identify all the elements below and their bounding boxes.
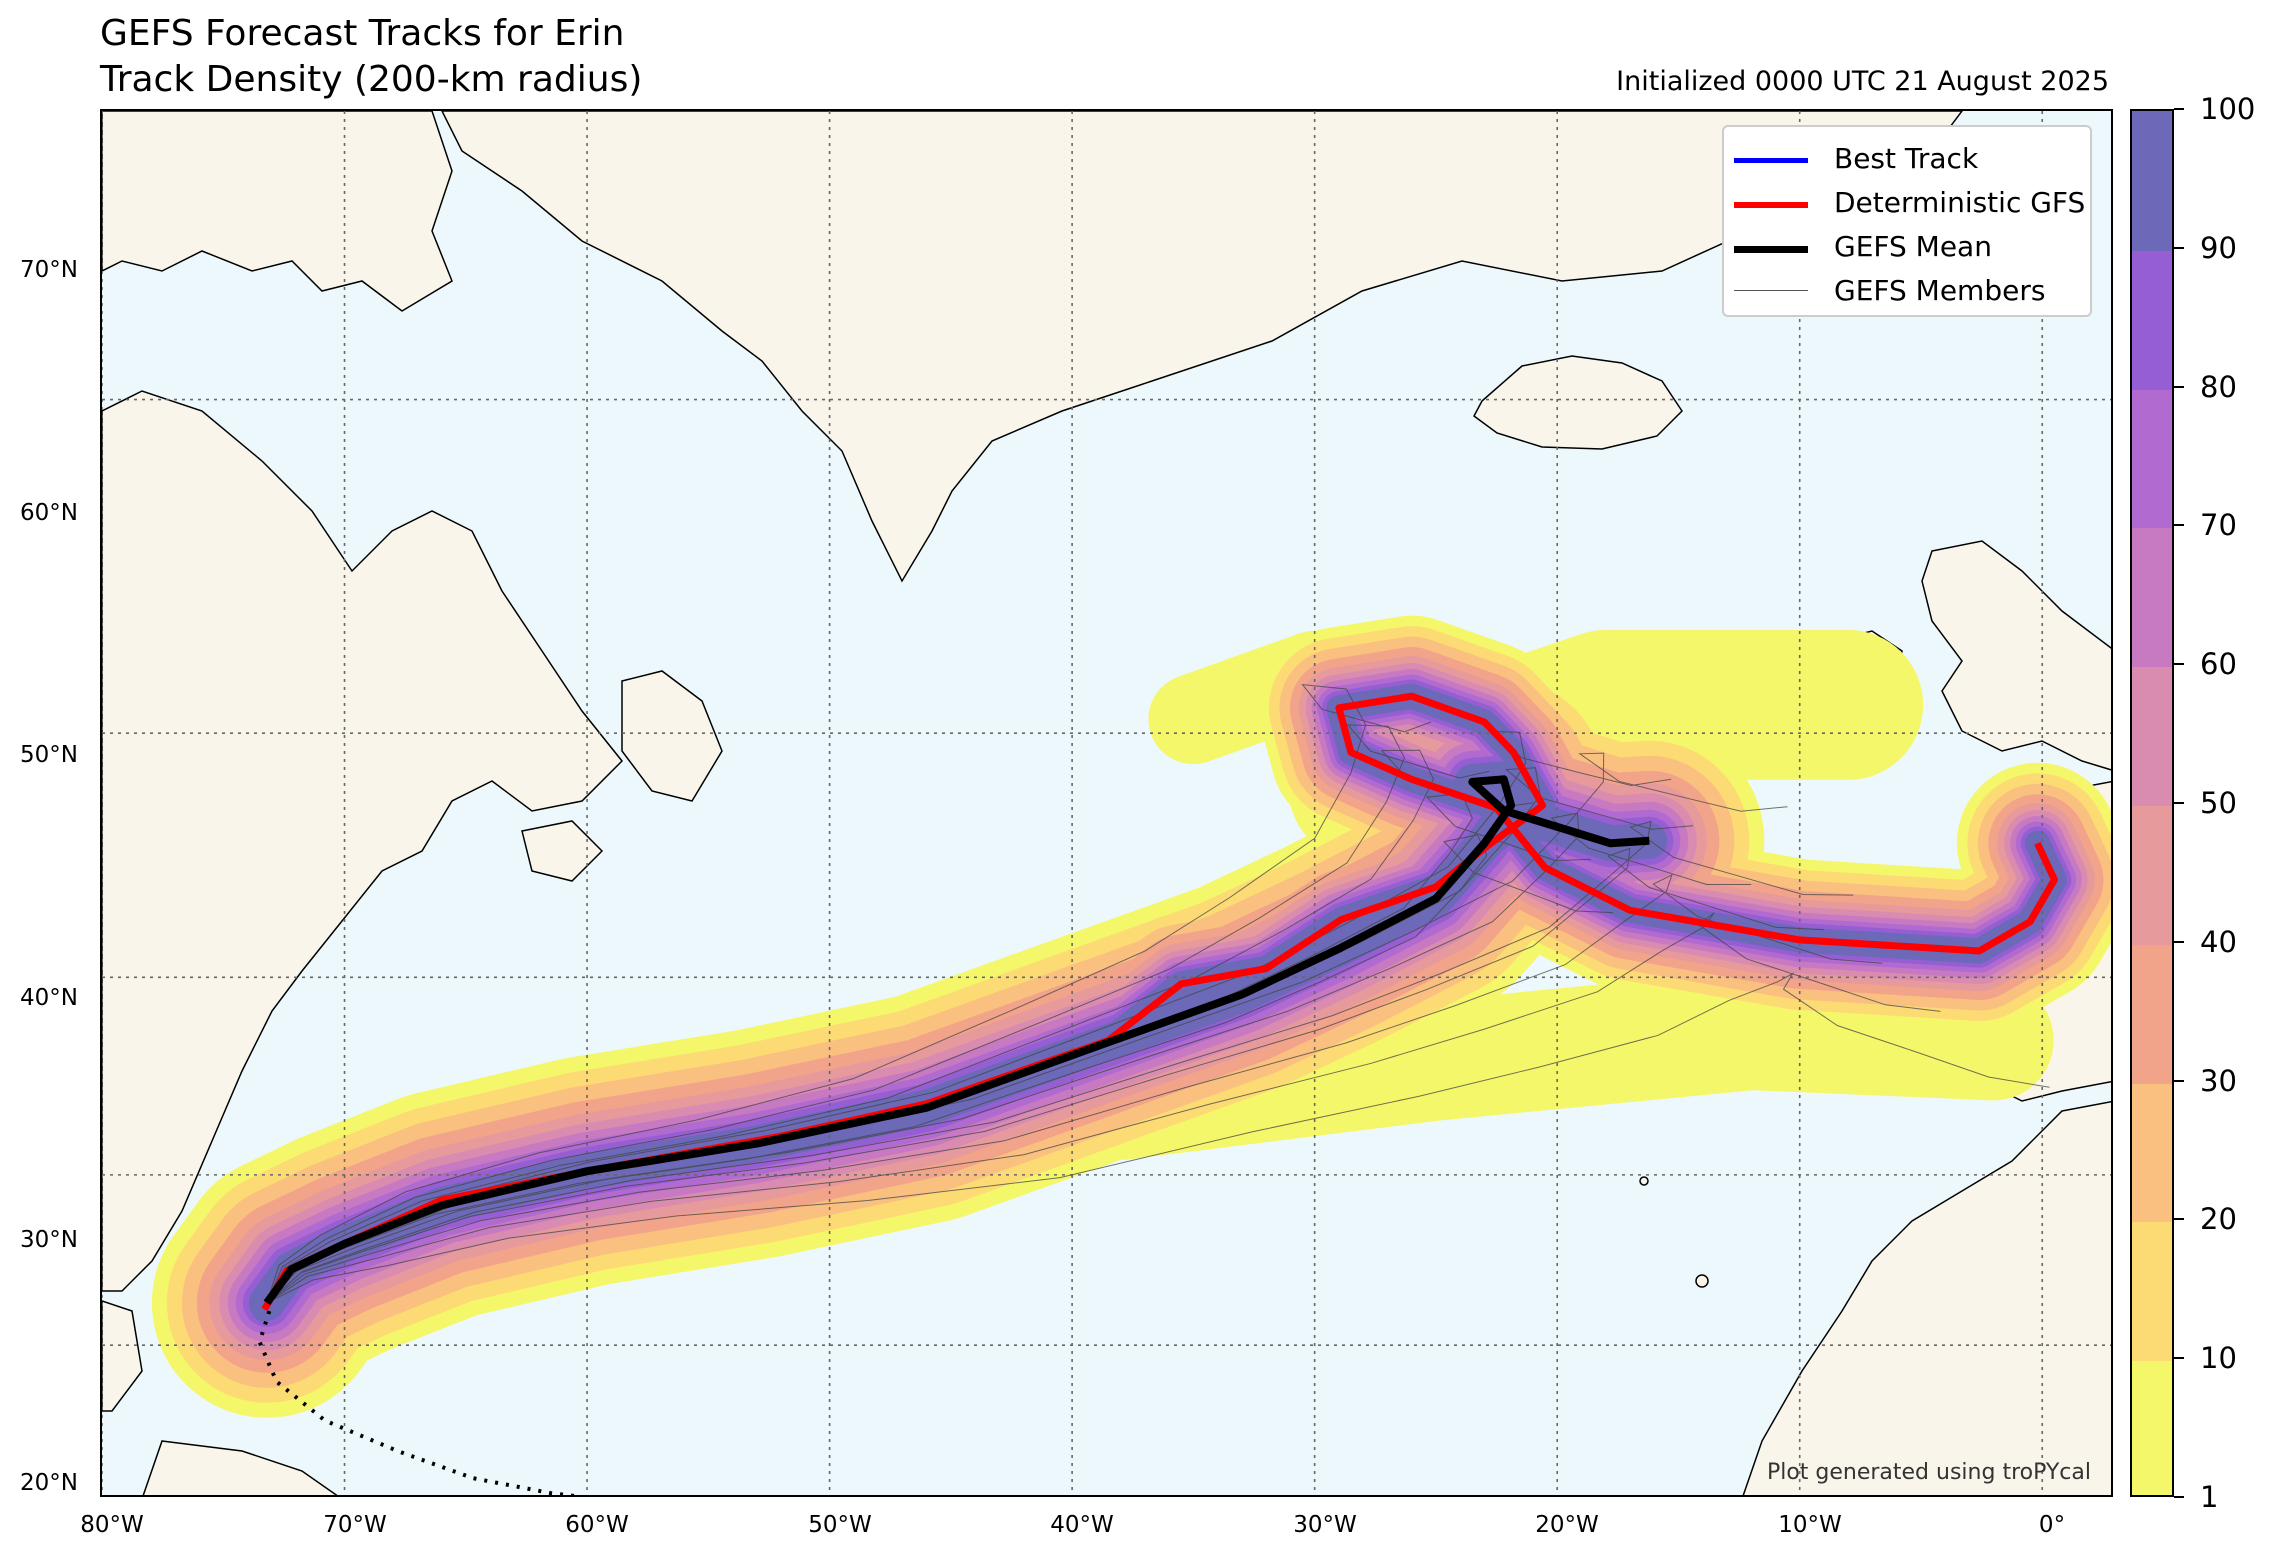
colorbar-tick-label: 30 bbox=[2200, 1063, 2237, 1098]
gefs-member-track bbox=[266, 820, 1854, 1304]
colorbar-tick-label: 60 bbox=[2200, 647, 2237, 682]
landmass-cuba bbox=[142, 1440, 338, 1495]
gefs-member-track bbox=[266, 847, 1825, 1304]
colorbar bbox=[2130, 109, 2174, 1497]
colorbar-tick-mark bbox=[2174, 1218, 2184, 1221]
colorbar-tick-mark bbox=[2174, 1357, 2184, 1360]
landmass-nova-scotia bbox=[521, 820, 604, 882]
initialized-label: Initialized 0000 UTC 21 August 2025 bbox=[1616, 66, 2109, 97]
island-madeira bbox=[1639, 1176, 1649, 1186]
colorbar-segment bbox=[2132, 943, 2172, 1084]
colorbar-tick-label: 70 bbox=[2200, 508, 2237, 543]
colorbar-tick-label: 100 bbox=[2200, 92, 2256, 126]
legend-swatch-members bbox=[1734, 290, 1808, 291]
gefs-member-track bbox=[266, 972, 2050, 1304]
best-track-dotted bbox=[257, 1310, 583, 1495]
legend-item-best-track: Best Track bbox=[1734, 141, 2084, 177]
colorbar-segment bbox=[2132, 527, 2172, 668]
lat-label-50n: 50°N bbox=[20, 742, 78, 768]
landmass-baffin bbox=[102, 111, 453, 312]
legend-label: Deterministic GFS bbox=[1834, 186, 2086, 219]
legend-label: GEFS Members bbox=[1834, 274, 2046, 307]
landmass-africa bbox=[1742, 1100, 2111, 1495]
island-canaries bbox=[1695, 1274, 1709, 1288]
map-panel: Best Track Deterministic GFS GEFS Mean G… bbox=[100, 109, 2113, 1497]
lon-label-10w: 10°W bbox=[1778, 1512, 1842, 1538]
colorbar-tick-mark bbox=[2174, 663, 2184, 666]
gefs-member-track bbox=[266, 724, 1490, 1303]
colorbar-tick-label: 50 bbox=[2200, 786, 2237, 820]
colorbar-tick-label: 90 bbox=[2200, 230, 2237, 265]
credit-label: Plot generated using troPYcal bbox=[1766, 1460, 2091, 1485]
gefs-member-track bbox=[266, 812, 1752, 1304]
chart-title: GEFS Forecast Tracks for Erin bbox=[100, 13, 625, 54]
colorbar-segment bbox=[2132, 1360, 2172, 1495]
colorbar-tick-mark bbox=[2174, 1496, 2184, 1498]
lat-label-70n: 70°N bbox=[20, 257, 78, 283]
colorbar-tick-label: 80 bbox=[2200, 369, 2237, 404]
lat-label-40n: 40°N bbox=[20, 985, 78, 1011]
colorbar-segment bbox=[2132, 1221, 2172, 1362]
colorbar-segment bbox=[2132, 1082, 2172, 1223]
colorbar-tick-mark bbox=[2174, 524, 2184, 527]
map-canvas bbox=[102, 111, 2111, 1495]
landmass-north-america bbox=[102, 390, 624, 1292]
colorbar-tick-mark bbox=[2174, 940, 2184, 943]
lon-label-50w: 50°W bbox=[808, 1512, 872, 1538]
colorbar-segment bbox=[2132, 249, 2172, 390]
legend-swatch-mean bbox=[1734, 246, 1808, 253]
legend-item-deterministic-gfs: Deterministic GFS bbox=[1734, 185, 2086, 221]
colorbar-segment bbox=[2132, 111, 2172, 251]
lon-label-60w: 60°W bbox=[565, 1512, 629, 1538]
lon-label-80w: 80°W bbox=[80, 1512, 144, 1538]
gefs-member-track bbox=[266, 873, 1883, 1304]
lon-label-40w: 40°W bbox=[1050, 1512, 1114, 1538]
legend-item-gefs-mean: GEFS Mean bbox=[1734, 229, 2084, 265]
colorbar-tick-label: 10 bbox=[2200, 1341, 2237, 1376]
colorbar-tick-mark bbox=[2174, 385, 2184, 388]
landmass-iceland bbox=[1473, 355, 1683, 450]
colorbar-tick-label: 20 bbox=[2200, 1202, 2237, 1237]
landmass-caribbean bbox=[102, 1300, 143, 1412]
legend-swatch-best-track bbox=[1734, 158, 1808, 163]
lat-label-20n: 20°N bbox=[20, 1470, 78, 1496]
landmass-newfoundland bbox=[621, 670, 723, 802]
colorbar-segment bbox=[2132, 666, 2172, 806]
lon-label-0: 0° bbox=[2038, 1512, 2066, 1538]
colorbar-tick-mark bbox=[2174, 802, 2184, 804]
legend-label: GEFS Mean bbox=[1834, 230, 1992, 263]
colorbar-segment bbox=[2132, 805, 2172, 945]
colorbar-tick-mark bbox=[2174, 1079, 2184, 1082]
colorbar-tick-label: 1 bbox=[2200, 1480, 2219, 1514]
gefs-member-track bbox=[266, 683, 1432, 1303]
chart-subtitle: Track Density (200-km radius) bbox=[100, 59, 643, 100]
lon-label-20w: 20°W bbox=[1535, 1512, 1599, 1538]
landmass-great-britain bbox=[1921, 540, 2111, 771]
colorbar-tick-mark bbox=[2174, 246, 2184, 249]
colorbar-tick-label: 40 bbox=[2200, 924, 2237, 959]
gefs-member-track bbox=[266, 834, 1614, 1304]
legend-label: Best Track bbox=[1834, 142, 1979, 175]
legend-swatch-gfs bbox=[1734, 202, 1808, 208]
colorbar-tick-mark bbox=[2174, 108, 2184, 110]
gefs-members-tracks bbox=[266, 683, 2050, 1304]
gefs-member-track bbox=[266, 912, 1941, 1304]
gefs-mean-track bbox=[263, 775, 1650, 1306]
lat-label-30n: 30°N bbox=[20, 1227, 78, 1253]
colorbar-segment bbox=[2132, 388, 2172, 529]
legend: Best Track Deterministic GFS GEFS Mean G… bbox=[1722, 125, 2092, 317]
lon-label-30w: 30°W bbox=[1293, 1512, 1357, 1538]
lon-label-70w: 70°W bbox=[323, 1512, 387, 1538]
legend-item-gefs-members: GEFS Members bbox=[1734, 273, 2084, 309]
lat-label-60n: 60°N bbox=[20, 500, 78, 526]
